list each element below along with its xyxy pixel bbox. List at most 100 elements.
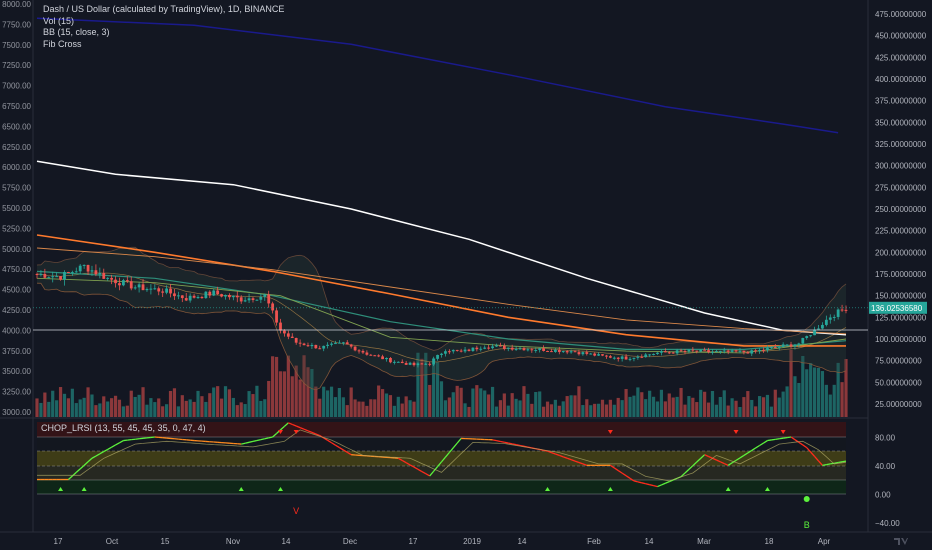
chop-lrsi-segment [519, 444, 525, 447]
volume-bar [667, 393, 671, 417]
volume-bar [357, 401, 361, 417]
volume-bar [66, 398, 71, 417]
volume-bar [55, 400, 59, 417]
candle-body [565, 351, 569, 353]
volume-bar [722, 390, 726, 417]
chop-lrsi-segment [700, 454, 706, 459]
candle-body [695, 350, 699, 352]
volume-bar [549, 404, 554, 417]
time-axis-label: Mar [697, 537, 711, 546]
right-axis-label: 125.00000000 [875, 313, 927, 322]
volume-bar [129, 390, 133, 417]
chop-lrsi-segment [826, 463, 831, 466]
candle-body [106, 277, 110, 279]
volume-bar [267, 380, 271, 417]
chop-lrsi-segment [346, 451, 352, 456]
candle-body [216, 290, 220, 295]
chop-lrsi-segment [87, 457, 93, 463]
volume-bar [396, 396, 400, 417]
volume-bar [298, 379, 302, 417]
candle-body [624, 356, 628, 360]
candle-body [200, 297, 204, 299]
candle-body [318, 348, 322, 350]
candle-body [334, 343, 337, 345]
volume-bar [98, 403, 102, 417]
volume-bar [679, 387, 683, 417]
right-axis-label: 325.00000000 [875, 140, 927, 149]
candle-body [220, 294, 223, 297]
candle-body [228, 294, 231, 298]
chop-lrsi-segment [283, 422, 289, 427]
volume-bar [463, 403, 467, 417]
chop-lrsi-segment [566, 457, 572, 461]
volume-bar [447, 397, 451, 417]
volume-bar [455, 385, 459, 417]
candle-body [718, 350, 722, 352]
chop-lrsi-segment [83, 461, 89, 466]
candle-body [620, 356, 624, 359]
volume-bar [326, 390, 330, 417]
ma-blue-line [36, 17, 839, 134]
chop-lrsi-segment [547, 450, 552, 454]
indicator-fib-cross[interactable]: Fib Cross [43, 38, 82, 49]
buy-triangle-marker [81, 487, 87, 491]
volume-bar [769, 406, 773, 417]
candle-body [691, 349, 695, 351]
candle-body [597, 354, 600, 356]
left-axis-label: 4750.00 [2, 265, 31, 274]
chop-lrsi-segment [720, 461, 725, 465]
candle-body [467, 349, 471, 352]
volume-bar [675, 396, 679, 417]
indicator-bb[interactable]: BB (15, close, 3) [43, 27, 110, 37]
candle-body [247, 298, 251, 301]
chop-lrsi-segment [448, 447, 454, 453]
chop-lrsi-legend[interactable]: CHOP_LRSI (13, 55, 45, 45, 35, 0, 47, 4) [41, 423, 206, 433]
chop-lrsi-segment [563, 456, 568, 459]
volume-bar [545, 401, 550, 417]
right-axis-label: 425.00000000 [875, 53, 927, 62]
volume-bar [809, 362, 813, 417]
time-axis-label: 17 [54, 537, 63, 546]
volume-bar [62, 393, 67, 417]
indicator-axis-label: 80.00 [875, 434, 896, 443]
volume-bar [773, 389, 777, 417]
chop-lrsi-segment [806, 447, 812, 453]
right-axis-label: 25.00000000 [875, 400, 922, 409]
volume-bar [286, 355, 290, 417]
chop-signal-line [37, 429, 847, 482]
candle-body [188, 295, 192, 301]
tradingview-logo-icon [894, 538, 908, 545]
candle-body [616, 357, 620, 359]
candle-body [137, 284, 141, 288]
volume-bar [632, 395, 636, 417]
volume-bar [337, 387, 341, 417]
buy-triangle-marker [277, 487, 283, 491]
chop-lrsi-segment [79, 464, 85, 470]
chop-lrsi-segment [578, 461, 584, 465]
candle-body [793, 344, 797, 347]
right-axis-label: 75.00000000 [875, 357, 922, 366]
volume-bar [219, 398, 224, 417]
volume-bar [110, 398, 114, 417]
indicator-vol[interactable]: Vol (15) [43, 15, 75, 26]
time-axis-label: Feb [587, 537, 601, 546]
volume-bar [141, 387, 145, 417]
candle-body [758, 349, 762, 352]
volume-bar [102, 396, 106, 417]
volume-bar [785, 386, 789, 417]
symbol-title[interactable]: Dash / US Dollar (calculated by TradingV… [43, 4, 285, 14]
candle-body [561, 351, 565, 353]
ma-orange-line [36, 234, 846, 347]
chop-lrsi-segment [307, 430, 313, 433]
volume-bar [243, 404, 247, 417]
volume-bar [377, 385, 381, 417]
right-axis-label: 475.00000000 [875, 10, 927, 19]
candle-body [738, 350, 742, 352]
left-axis-label: 4000.00 [2, 326, 31, 335]
candle-body [773, 347, 777, 349]
candle-body [687, 349, 691, 352]
volume-bar [432, 357, 436, 417]
volume-bar [714, 404, 719, 417]
